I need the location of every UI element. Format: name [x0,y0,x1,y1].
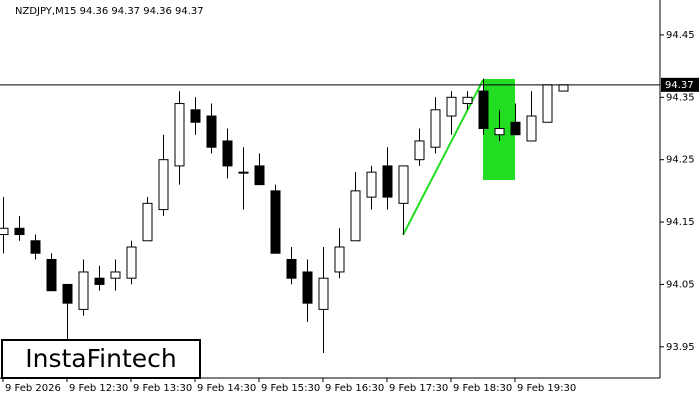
candle-body [238,171,249,174]
y-tick-label: 93.95 [666,342,695,353]
y-tick-label: 94.35 [666,92,695,103]
y-tick-label: 94.25 [666,155,695,166]
candle-body [254,165,265,186]
x-tick-label: 9 Feb 15:30 [261,383,320,394]
candle-body [350,190,361,242]
candle-body [526,115,537,142]
y-tick-label: 94.45 [666,30,695,41]
current-price-label: 94.37 [665,80,694,91]
candle-body [462,96,473,105]
y-tick-label: 94.05 [666,279,695,290]
candle-body [94,277,105,285]
x-tick-label: 9 Feb 13:30 [133,383,192,394]
candle-body [206,115,217,148]
candle-body [190,109,201,123]
x-tick-label: 9 Feb 16:30 [325,383,384,394]
candle-body [318,277,329,310]
x-tick-label: 9 Feb 18:30 [453,383,512,394]
candle-body [478,90,489,129]
x-tick-label: 9 Feb 12:30 [69,383,128,394]
chart-title: NZDJPY,M15 94.36 94.37 94.36 94.37 [15,6,204,17]
candle-body [446,96,457,117]
candle-body [110,271,121,279]
x-tick-label: 9 Feb 2026 [5,383,61,394]
candle-body [30,240,41,254]
candle-body [286,258,297,279]
candle-body [302,271,313,304]
logo-box [1,339,201,379]
candle-body [78,271,89,310]
x-tick-label: 9 Feb 14:30 [197,383,256,394]
candle-body [158,159,169,211]
candle-body [366,171,377,198]
y-tick-label: 94.15 [666,217,695,228]
candle-body [14,227,25,236]
current-price-box [661,77,699,92]
candle-body [510,121,521,136]
candle-body [46,258,57,292]
candle-body [334,246,345,273]
x-tick-label: 9 Feb 17:30 [389,383,448,394]
candle-body [174,103,185,167]
pattern-line [402,79,484,236]
logo-text: InstaFintech [25,344,177,373]
candle-body [382,165,393,198]
candle-body [430,109,441,148]
candle-body [126,246,137,279]
candle-body [222,140,233,167]
candle-body [414,140,425,161]
x-tick-label: 9 Feb 19:30 [517,383,576,394]
plot [0,78,569,354]
candle-body [494,127,505,136]
candle-body [0,227,9,236]
candle-body [398,165,409,204]
candle-body [542,84,553,123]
candle-body [270,190,281,254]
candle-body [142,202,153,242]
candle-body [62,283,73,304]
candle-body [558,84,569,92]
